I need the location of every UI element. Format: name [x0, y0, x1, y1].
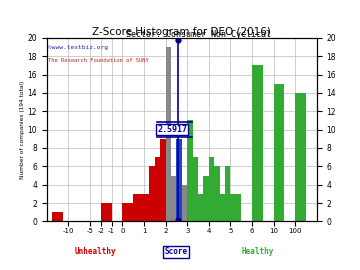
- Bar: [220, 194, 225, 221]
- Bar: [187, 120, 193, 221]
- Bar: [209, 157, 214, 221]
- Bar: [171, 176, 176, 221]
- Bar: [214, 166, 220, 221]
- Bar: [230, 194, 236, 221]
- Text: ©www.textbiz.org: ©www.textbiz.org: [48, 45, 108, 50]
- Bar: [149, 166, 155, 221]
- Bar: [252, 65, 263, 221]
- Bar: [182, 185, 187, 221]
- Bar: [203, 176, 209, 221]
- Text: Score: Score: [165, 247, 188, 256]
- Text: Unhealthy: Unhealthy: [75, 247, 116, 256]
- Bar: [176, 139, 182, 221]
- Bar: [274, 84, 284, 221]
- Bar: [198, 194, 203, 221]
- Text: Healthy: Healthy: [241, 247, 274, 256]
- Bar: [236, 194, 241, 221]
- Bar: [133, 194, 144, 221]
- Bar: [101, 203, 112, 221]
- Bar: [225, 166, 230, 221]
- Bar: [144, 194, 149, 221]
- Title: Z-Score Histogram for DEO (2016): Z-Score Histogram for DEO (2016): [93, 27, 271, 37]
- Text: Sector: Consumer Non-Cyclical: Sector: Consumer Non-Cyclical: [126, 30, 270, 39]
- Bar: [155, 157, 160, 221]
- Text: The Research Foundation of SUNY: The Research Foundation of SUNY: [48, 58, 149, 63]
- Bar: [122, 203, 133, 221]
- Bar: [193, 157, 198, 221]
- Text: 2.5917: 2.5917: [157, 125, 187, 134]
- Bar: [160, 139, 166, 221]
- Y-axis label: Number of companies (194 total): Number of companies (194 total): [20, 80, 25, 179]
- Bar: [295, 93, 306, 221]
- Bar: [166, 47, 171, 221]
- Bar: [52, 212, 63, 221]
